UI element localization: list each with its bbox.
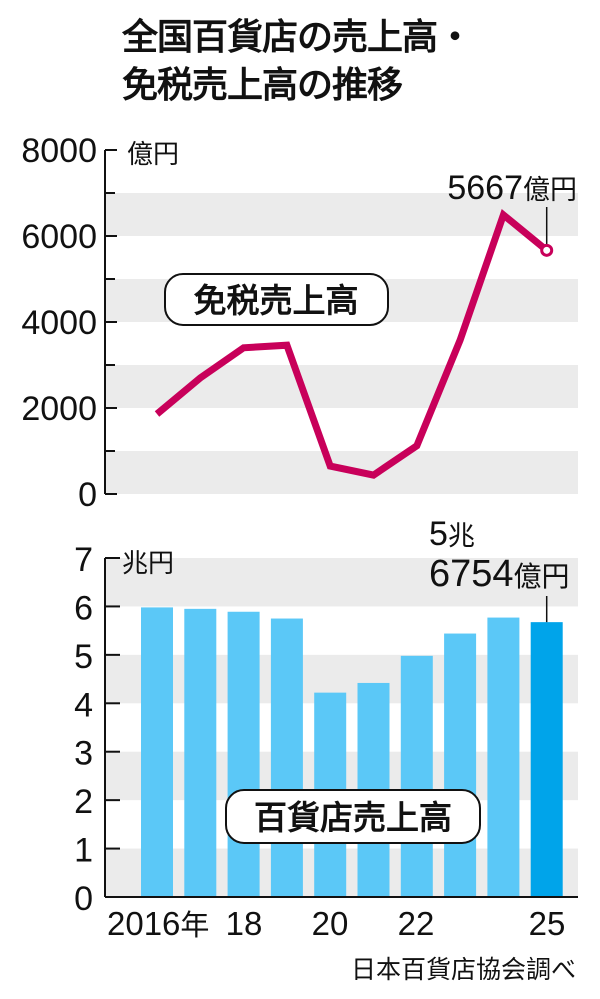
y-tick-label: 0 [78, 476, 97, 514]
y-unit-label: 兆円 [122, 549, 174, 579]
x-tick-label: 2016年 [107, 905, 209, 942]
bar [141, 607, 173, 897]
series-label-box [164, 273, 389, 326]
y-tick-label: 7 [74, 541, 93, 579]
bar [184, 608, 217, 897]
y-tick-label: 2000 [21, 390, 97, 428]
annotation-label-line1: 5兆 [429, 515, 475, 553]
annotation-label: 5667億円 [447, 169, 577, 207]
series-label-box [225, 789, 481, 844]
source-note: 日本百貨店協会調べ [350, 955, 576, 984]
bar-highlight [530, 622, 563, 897]
x-tick-label: 22 [398, 905, 435, 942]
series-label: 百貨店売上高 [254, 798, 452, 837]
x-tick-label: 18 [226, 905, 263, 942]
y-tick-label: 8000 [21, 132, 97, 170]
grid-band [105, 558, 578, 607]
y-tick-label: 0 [74, 880, 93, 918]
y-tick-label: 1 [74, 832, 93, 870]
grid-band [105, 365, 578, 408]
y-tick-label: 2 [74, 783, 93, 821]
data-line [154, 209, 549, 479]
x-tick-label: 25 [529, 905, 566, 942]
bar [227, 611, 260, 897]
chart-title: 全国百貨店の売上高・ 免税売上高の推移 [122, 14, 473, 110]
y-tick-label: 3 [74, 735, 93, 773]
y-tick-label: 5 [74, 638, 93, 676]
bar [400, 655, 433, 897]
y-tick-label: 6000 [21, 218, 97, 256]
y-tick-label: 6 [74, 589, 93, 627]
bar [444, 633, 477, 897]
bar [487, 617, 520, 897]
y-unit-label: 億円 [127, 140, 179, 170]
endpoint-marker [540, 243, 554, 257]
grid-band [105, 451, 578, 494]
annotation-label-line2: 6754億円 [429, 553, 570, 595]
x-tick-label: 20 [312, 905, 349, 942]
chart-title-line2: 免税売上高の推移 [122, 65, 403, 106]
y-tick-label: 4000 [21, 304, 97, 342]
y-tick-label: 4 [74, 686, 93, 724]
chart-title-line1: 全国百貨店の売上高・ [122, 17, 473, 58]
series-label: 免税売上高 [194, 281, 359, 320]
bar [270, 618, 303, 897]
